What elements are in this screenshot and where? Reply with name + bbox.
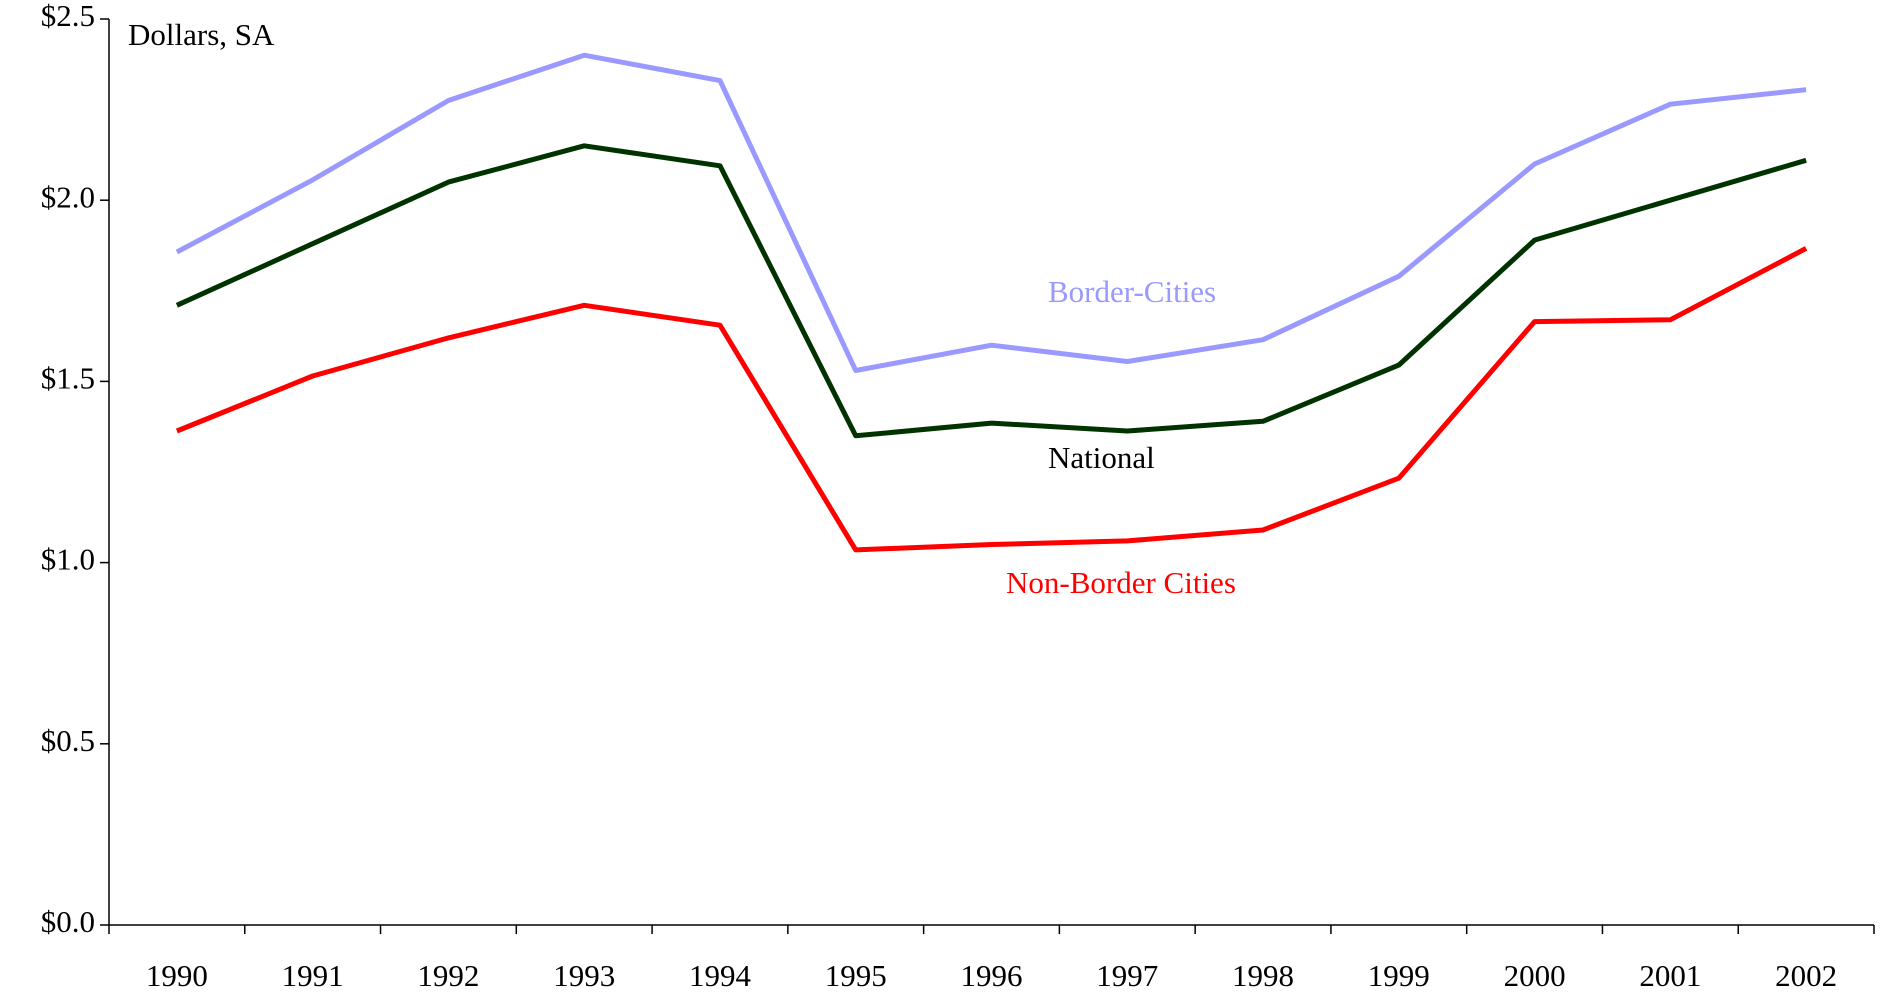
y-tick-label: $0.5 — [41, 723, 95, 758]
series-label: Non-Border Cities — [1006, 565, 1236, 600]
series-line — [175, 52, 1807, 373]
series-line — [175, 143, 1807, 439]
x-tick-label: 1993 — [553, 958, 615, 993]
annotation: Dollars, SA — [128, 17, 275, 52]
y-tick-label: $1.0 — [41, 542, 95, 577]
series-line — [175, 246, 1808, 553]
y-tick-label: $1.5 — [41, 361, 95, 396]
series-label: National — [1048, 440, 1155, 475]
x-tick-label: 1990 — [146, 958, 208, 993]
x-tick-label: 1994 — [689, 958, 752, 993]
y-tick-label: $0.0 — [41, 904, 95, 939]
x-tick-label: 2001 — [1639, 958, 1701, 993]
series-label: Border-Cities — [1048, 274, 1216, 309]
x-tick-label: 1991 — [282, 958, 344, 993]
x-tick-label: 2002 — [1775, 958, 1837, 993]
x-tick-label: 1995 — [825, 958, 887, 993]
x-tick-label: 1996 — [961, 958, 1023, 993]
x-tick-label: 2000 — [1504, 958, 1566, 993]
x-tick-label: 1992 — [417, 958, 479, 993]
y-tick-label: $2.0 — [41, 179, 95, 214]
y-tick-label: $2.5 — [41, 0, 95, 33]
x-tick-label: 1997 — [1096, 958, 1158, 993]
x-tick-label: 1999 — [1368, 958, 1430, 993]
x-tick-label: 1998 — [1232, 958, 1294, 993]
